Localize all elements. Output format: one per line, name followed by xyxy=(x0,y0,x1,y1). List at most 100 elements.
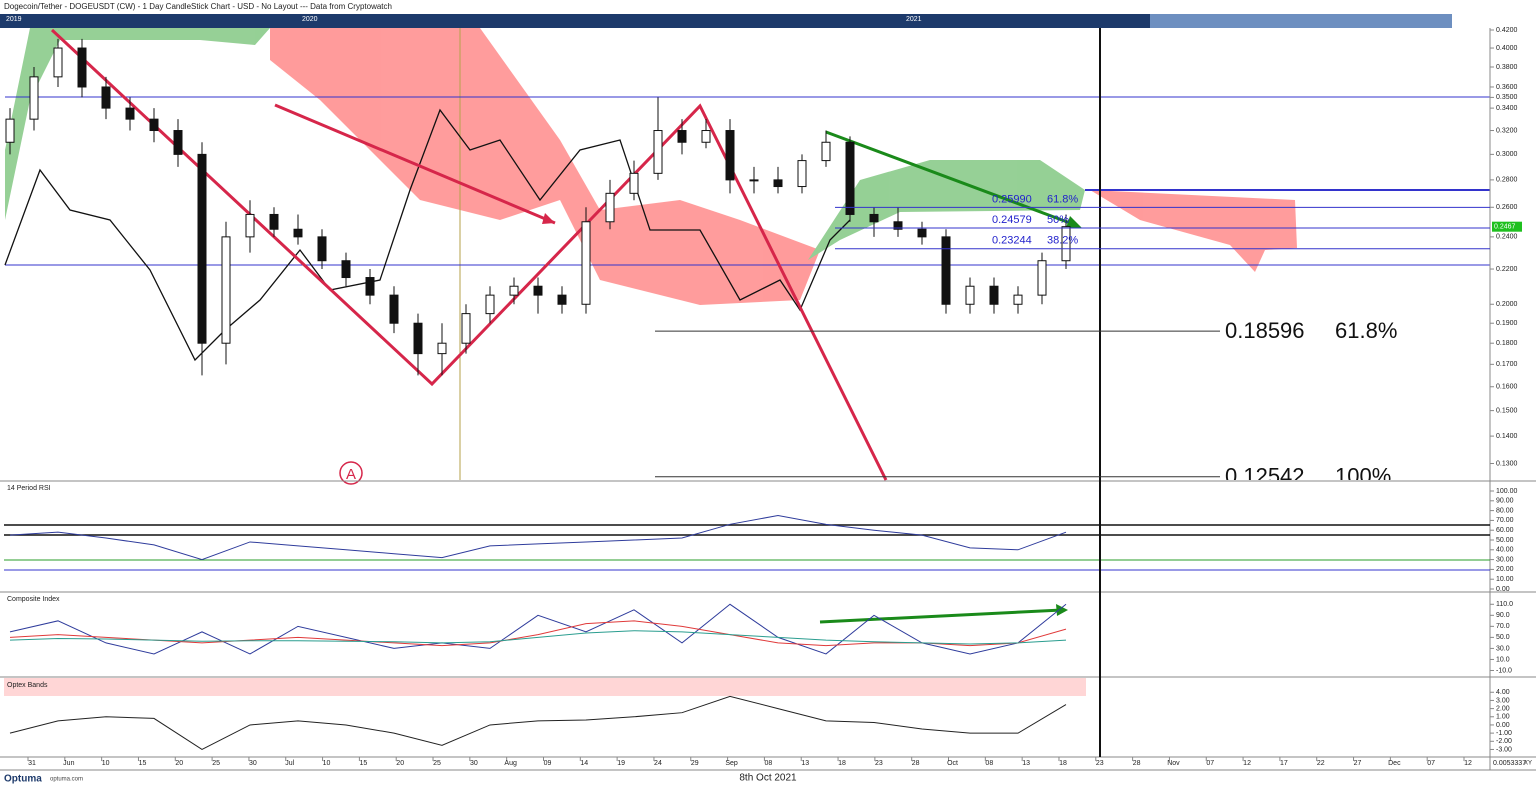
y-tick-label: 100.00 xyxy=(1496,488,1518,495)
y-tick-label: 0.1400 xyxy=(1496,433,1518,440)
candle-body xyxy=(149,118,159,132)
candle-body xyxy=(677,130,687,143)
y-tick-label: 80.00 xyxy=(1496,507,1514,514)
y-tick-label: -3.00 xyxy=(1496,746,1512,753)
wave-label: A xyxy=(346,466,356,483)
y-tick-label: 2.00 xyxy=(1496,705,1510,712)
x-tick-label: 27 xyxy=(1354,760,1362,767)
y-tick-label: 50.00 xyxy=(1496,537,1514,544)
fib-value: 0.23244 xyxy=(992,235,1032,247)
y-tick-label: 0.1800 xyxy=(1496,340,1518,347)
x-tick-label: 18 xyxy=(1059,760,1067,767)
x-tick-label: 07 xyxy=(1206,760,1214,767)
cursor-date: 8th Oct 2021 xyxy=(739,773,797,784)
fib-value: 0.24579 xyxy=(992,214,1032,226)
y-tick-label: 0.2000 xyxy=(1496,301,1518,308)
y-tick-label: 0.4200 xyxy=(1496,27,1518,34)
x-tick-label: 12 xyxy=(1464,760,1472,767)
panel-separators xyxy=(0,28,1536,771)
candle-body xyxy=(437,342,447,355)
x-tick-label: Jun xyxy=(63,760,74,767)
x-tick-label: 28 xyxy=(912,760,920,767)
x-tick-label: 23 xyxy=(875,760,883,767)
indicator-line xyxy=(9,620,1067,647)
drawn-trend-lines xyxy=(50,28,888,481)
candle-body xyxy=(485,294,495,315)
candle-body xyxy=(461,313,471,344)
green-divergence-line xyxy=(819,608,1063,624)
timeline-year: 2020 xyxy=(302,16,318,23)
x-tick-label: Oct xyxy=(947,760,958,767)
chart-title: Dogecoin/Tether - DOGEUSDT (CW) - 1 Day … xyxy=(4,2,392,11)
title-bar xyxy=(0,0,1536,14)
fib-percent: 50% xyxy=(1047,214,1069,226)
candle-body xyxy=(725,130,735,181)
timeline-window[interactable] xyxy=(1150,14,1452,28)
brand-site: optuma.com xyxy=(50,777,83,783)
x-tick-label: 14 xyxy=(580,760,588,767)
candle-body xyxy=(5,118,15,143)
y-tick-label: 3.00 xyxy=(1496,697,1510,704)
candle-body xyxy=(317,236,327,262)
x-tick-label: 30 xyxy=(470,760,478,767)
x-tick-label: Jul xyxy=(285,760,294,767)
y-tick-label: 0.4000 xyxy=(1496,45,1518,52)
y-tick-label: 0.1300 xyxy=(1496,460,1518,467)
x-tick-label: 08 xyxy=(765,760,773,767)
timeline-strip[interactable] xyxy=(0,14,1452,28)
x-tick-label: 09 xyxy=(544,760,552,767)
arrow-head xyxy=(1066,216,1082,228)
y-tick-label: 50.0 xyxy=(1496,634,1510,641)
candle-body xyxy=(821,141,831,162)
fib-percent: 38.2% xyxy=(1047,235,1078,247)
x-tick-label: 20 xyxy=(396,760,404,767)
candle-body xyxy=(749,179,759,182)
x-tick-label: 31 xyxy=(28,760,36,767)
y-tick-label: 0.3800 xyxy=(1496,64,1518,71)
x-axis: 31 Jun 10 15 20 25 30 Jul 10 15 20 25 30 Aug 09 14 19 24 2… xyxy=(27,757,1472,767)
x-tick-label: 24 xyxy=(654,760,662,767)
lagging-span xyxy=(4,108,851,362)
candle-body xyxy=(869,213,879,223)
y-tick-label: 0.3400 xyxy=(1496,105,1518,112)
y-tick-label: 90.00 xyxy=(1496,498,1514,505)
indicator-line xyxy=(9,514,1067,561)
candle-body xyxy=(389,294,399,324)
arrow-head xyxy=(542,213,555,224)
indicator-line xyxy=(9,603,1067,655)
reference-lines xyxy=(5,96,1490,266)
fib-value: 0.18596 xyxy=(1225,318,1305,343)
x-tick-label: 17 xyxy=(1280,760,1288,767)
candle-body xyxy=(341,260,351,279)
y-tick-label: 10.00 xyxy=(1496,576,1514,583)
y-tick-label: 0.2600 xyxy=(1496,204,1518,211)
fib-value: 0.25990 xyxy=(992,193,1032,205)
candle-body xyxy=(1013,294,1023,305)
candle-body xyxy=(797,160,807,188)
y-tick-label: 90.0 xyxy=(1496,612,1510,619)
candle-body xyxy=(581,221,591,305)
y-tick-label: 0.3500 xyxy=(1496,94,1518,101)
candle-body xyxy=(1037,260,1047,296)
x-tick-label: 22 xyxy=(1317,760,1325,767)
candle-body xyxy=(941,236,951,305)
y-tick-label: 1.00 xyxy=(1496,714,1510,721)
x-tick-label: Aug xyxy=(504,760,517,767)
last-price-box xyxy=(1492,221,1522,232)
y-tick-label: -2.00 xyxy=(1496,738,1512,745)
x-tick-label: 20 xyxy=(175,760,183,767)
candle-body xyxy=(245,213,255,238)
y-tick-label: 0.1500 xyxy=(1496,407,1518,414)
x-tick-label: Nov xyxy=(1167,760,1180,767)
candle-body xyxy=(77,47,87,88)
x-tick-label: Dec xyxy=(1388,760,1401,767)
candle-body xyxy=(965,285,975,305)
x-tick-label: 07 xyxy=(1427,760,1435,767)
x-tick-label: 29 xyxy=(691,760,699,767)
x-tick-label: 25 xyxy=(433,760,441,767)
y-tick-label: 0.2400 xyxy=(1496,234,1518,241)
axis-mode[interactable]: XY xyxy=(1524,761,1532,767)
scale-readout: 0.0053337 xyxy=(1493,760,1526,767)
y-tick-label: 0.1600 xyxy=(1496,384,1518,391)
timeline-year: 2021 xyxy=(906,16,922,23)
